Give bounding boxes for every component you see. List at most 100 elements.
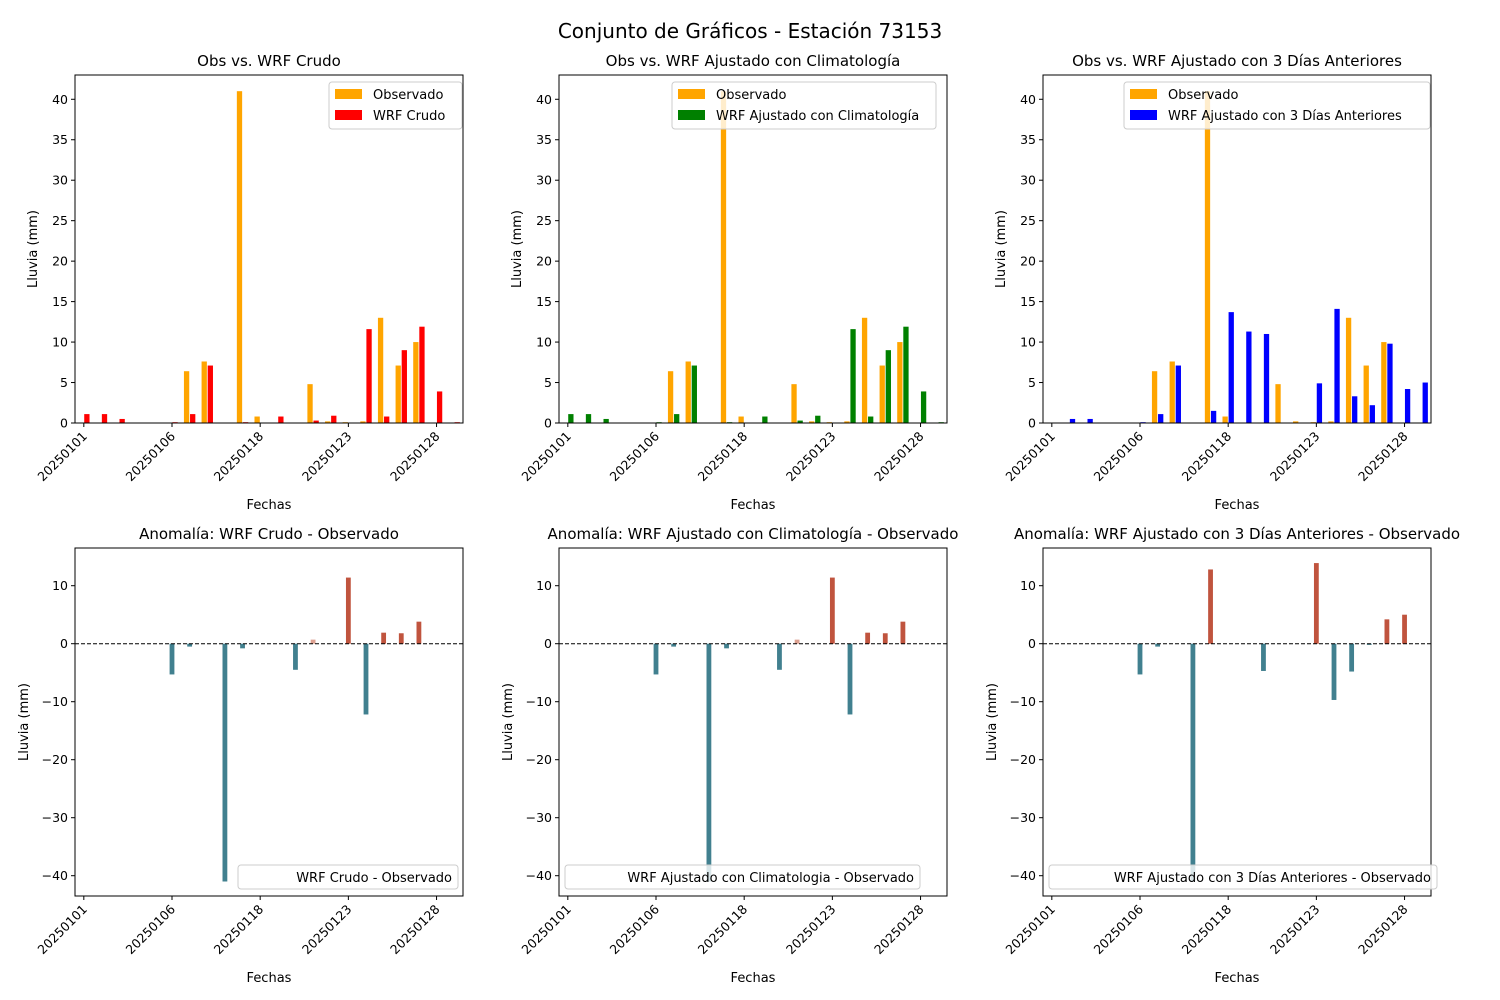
x-tick-label: 20250106: [607, 901, 663, 957]
x-tick-label: 20250101: [34, 429, 90, 485]
legend-label: WRF Ajustado con Climatologia - Observad…: [627, 871, 914, 886]
y-tick-label: 20: [1020, 254, 1036, 269]
bar: [777, 643, 782, 670]
bar: [1384, 619, 1390, 644]
x-tick-label: 20250118: [211, 428, 267, 484]
x-axis-label: Fechas: [247, 498, 292, 513]
bar: [416, 621, 422, 644]
x-axis-label: Fechas: [247, 971, 292, 986]
bar: [363, 643, 369, 715]
bar: [398, 633, 404, 644]
chart-panel-4: Anomalía: WRF Crudo - Observado −40 −30 −20…: [17, 525, 464, 986]
bar: [671, 643, 677, 647]
bar: [366, 329, 372, 423]
bar: [384, 416, 390, 423]
bar: [1190, 643, 1196, 882]
legend: Observado WRF Ajustado con Climatología: [671, 81, 937, 130]
x-tick-label: 20250128: [387, 901, 443, 957]
bar: [325, 421, 331, 423]
chart-panel-5: Anomalía: WRF Ajustado con Climatología …: [501, 525, 958, 986]
legend-box: [1048, 864, 1438, 890]
y-tick-label: 10: [52, 578, 68, 593]
axes-frame: [558, 547, 948, 897]
bar: [720, 91, 727, 424]
y-tick-label: −40: [1010, 868, 1036, 883]
y-tick-label: −10: [1010, 694, 1036, 709]
x-tick-label: 20250101: [34, 902, 90, 958]
y-tick-label: 15: [1020, 294, 1036, 309]
chart-panel-3: Obs vs. WRF Ajustado con 3 Días Anterior…: [994, 52, 1432, 513]
legend-swatch: [678, 110, 705, 120]
y-tick-label: 35: [52, 132, 68, 147]
y-tick-label: 30: [52, 173, 68, 188]
bar: [331, 415, 337, 423]
legend-box: [671, 81, 937, 130]
axes-frame: [74, 74, 464, 424]
bar: [1137, 643, 1143, 675]
legend: Observado WRF Ajustado con 3 Días Anterio…: [1123, 81, 1431, 130]
legend-label: WRF Ajustado con 3 Días Anteriores - Obs…: [1114, 871, 1431, 886]
bar: [1334, 308, 1340, 423]
bar: [847, 643, 853, 715]
bar: [1328, 421, 1334, 423]
y-tick-label: 0: [544, 416, 552, 431]
legend-label: Observado: [373, 88, 444, 103]
y-axis-label: Lluvia (mm): [17, 683, 32, 761]
bar: [865, 632, 871, 644]
bar: [724, 643, 729, 649]
bar: [222, 643, 228, 882]
legend: WRF Ajustado con 3 Días Anteriores - Obs…: [1048, 864, 1438, 890]
bar: [1158, 414, 1164, 423]
axes-frame: [558, 74, 948, 424]
bar: [1069, 418, 1076, 423]
bar: [190, 414, 196, 423]
bar: [1366, 643, 1372, 645]
bar: [674, 414, 680, 423]
bar: [395, 365, 401, 423]
bar: [738, 416, 744, 423]
bar: [1352, 396, 1358, 423]
x-tick-label: 20250106: [1091, 428, 1147, 484]
y-tick-label: 10: [1020, 578, 1036, 593]
bar: [1316, 383, 1323, 423]
y-tick-label: −30: [526, 810, 552, 825]
bar: [685, 361, 691, 423]
legend-swatch: [335, 110, 362, 120]
chart-title: Obs vs. WRF Ajustado con 3 Días Anterior…: [1072, 52, 1402, 70]
bar: [1363, 365, 1369, 423]
legend-swatch: [335, 89, 362, 99]
bar: [1175, 365, 1181, 423]
legend-label: WRF Ajustado con Climatología: [716, 109, 919, 124]
bar: [183, 371, 190, 423]
bar: [84, 414, 90, 423]
bar: [1402, 614, 1407, 644]
x-tick-label: 20250106: [1091, 901, 1147, 957]
y-axis-label: Lluvia (mm): [985, 683, 1000, 761]
x-tick-label: 20250118: [1179, 901, 1235, 957]
bar: [1275, 384, 1281, 423]
x-tick-label: 20250128: [1355, 428, 1411, 484]
bar: [1222, 416, 1228, 423]
y-tick-label: 30: [1020, 173, 1036, 188]
y-axis-label: Lluvia (mm): [510, 210, 525, 288]
y-tick-label: −20: [526, 752, 552, 767]
x-axis-label: Fechas: [1215, 498, 1260, 513]
x-tick-label: 20250123: [299, 902, 355, 958]
bar: [207, 365, 213, 423]
y-tick-label: 0: [1028, 636, 1036, 651]
y-tick-label: 40: [52, 92, 68, 107]
bar: [1155, 643, 1161, 647]
bar: [169, 643, 175, 675]
bar: [762, 416, 768, 423]
bar: [401, 350, 407, 423]
bar: [240, 643, 245, 649]
y-tick-label: 0: [544, 636, 552, 651]
x-axis-label: Fechas: [731, 971, 776, 986]
chart-title: Anomalía: WRF Ajustado con Climatología …: [548, 525, 959, 543]
bar: [1208, 569, 1213, 644]
y-tick-label: 0: [60, 416, 68, 431]
x-tick-label: 20250123: [783, 902, 839, 958]
x-tick-label: 20250128: [871, 428, 927, 484]
bar: [119, 418, 125, 423]
bar: [900, 621, 906, 644]
